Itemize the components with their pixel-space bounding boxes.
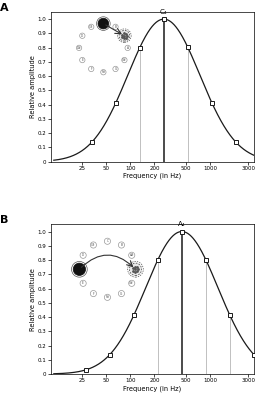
Y-axis label: Relative amplitude: Relative amplitude xyxy=(30,268,35,331)
X-axis label: Frequency (in Hz): Frequency (in Hz) xyxy=(123,173,181,179)
Text: A₄: A₄ xyxy=(178,221,186,227)
Text: A: A xyxy=(0,3,8,13)
Y-axis label: Relative amplitude: Relative amplitude xyxy=(30,55,35,118)
Text: C₄: C₄ xyxy=(160,9,168,15)
Text: B: B xyxy=(0,216,8,226)
X-axis label: Frequency (in Hz): Frequency (in Hz) xyxy=(123,385,181,392)
